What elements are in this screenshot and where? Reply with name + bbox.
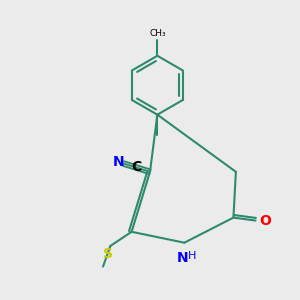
- Text: C: C: [132, 160, 142, 173]
- Text: S: S: [103, 248, 113, 261]
- Text: H: H: [188, 251, 196, 261]
- Text: N: N: [177, 251, 189, 265]
- Text: CH₃: CH₃: [149, 29, 166, 38]
- Text: O: O: [259, 214, 271, 228]
- Text: N: N: [112, 155, 124, 169]
